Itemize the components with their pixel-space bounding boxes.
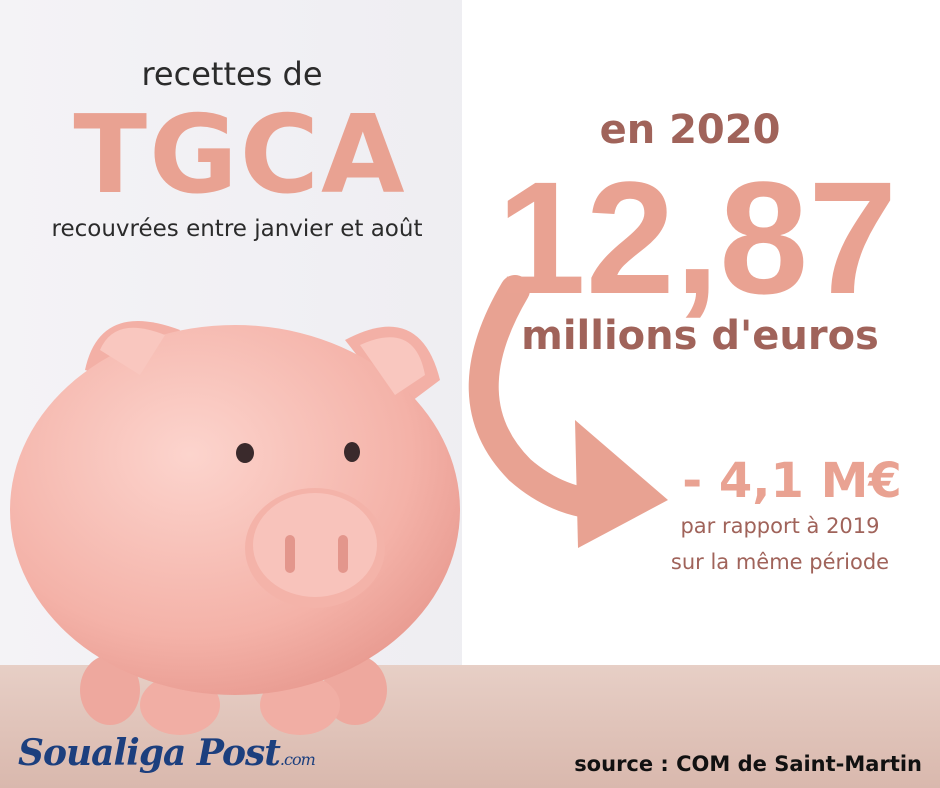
header-line: recettes de [141, 55, 323, 93]
amount: 12,87 [496, 148, 898, 327]
acronym: TGCA [73, 93, 407, 218]
unit: millions d'euros [521, 313, 879, 359]
logo-suffix: .com [279, 750, 316, 769]
year: en 2020 [599, 107, 781, 153]
white-panel [462, 0, 940, 665]
source: source : COM de Saint-Martin [574, 752, 922, 776]
piggy-bank [10, 321, 460, 735]
change-amount: - 4,1 M€ [682, 453, 902, 509]
logo-name: Soualiga Post [18, 732, 281, 774]
header-line: recouvrées entre janvier et août [51, 216, 423, 242]
logo: Soualiga Post.com [18, 732, 316, 774]
change-note: par rapport à 2019 [680, 514, 880, 538]
arrow [468, 275, 668, 548]
change-note: sur la même période [670, 550, 890, 574]
